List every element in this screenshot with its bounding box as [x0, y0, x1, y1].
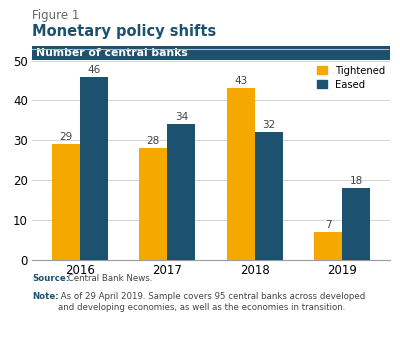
Text: Figure 1: Figure 1	[32, 9, 79, 22]
Text: Central Bank News.: Central Bank News.	[65, 274, 152, 283]
Text: 29: 29	[60, 132, 73, 142]
Text: Note:: Note:	[32, 292, 59, 301]
Text: 7: 7	[325, 220, 331, 230]
Bar	[167, 124, 195, 260]
Text: Monetary policy shifts: Monetary policy shifts	[32, 24, 216, 38]
Text: 46: 46	[87, 65, 101, 74]
Legend: Tightened, Eased: Tightened, Eased	[317, 66, 385, 90]
Bar	[52, 144, 80, 260]
Text: 28: 28	[147, 136, 160, 146]
Text: Number of central banks: Number of central banks	[36, 48, 187, 58]
Bar	[227, 89, 255, 260]
Bar	[314, 232, 342, 260]
Text: 34: 34	[175, 112, 188, 122]
Bar	[342, 188, 370, 260]
Bar	[255, 132, 282, 260]
Bar	[80, 77, 108, 260]
Text: 18: 18	[349, 176, 362, 186]
Bar	[140, 148, 167, 260]
Text: Source:: Source:	[32, 274, 69, 283]
Text: 43: 43	[234, 77, 247, 86]
Text: 32: 32	[262, 120, 275, 130]
Text: As of 29 April 2019. Sample covers 95 central banks across developed
and develop: As of 29 April 2019. Sample covers 95 ce…	[58, 292, 365, 311]
